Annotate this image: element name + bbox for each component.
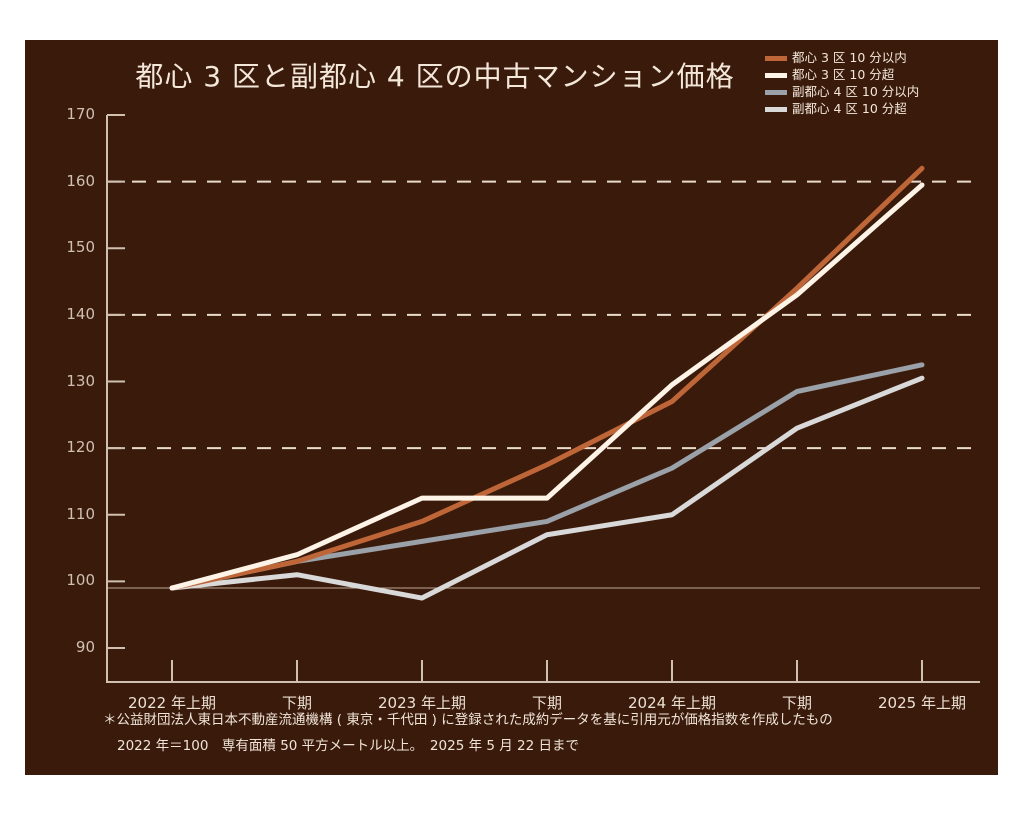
x-axis-tick-label: 下期 <box>781 694 812 712</box>
legend-item[interactable]: 副都心 4 区 10 分以内 <box>765 84 995 101</box>
y-axis-tick-label: 150 <box>66 238 95 257</box>
y-axis-tick-label: 170 <box>66 105 95 123</box>
plot-area <box>25 40 998 775</box>
legend-item-label: 都心 3 区 10 分超 <box>792 67 895 83</box>
chart-figure: 都心 3 区と副都心 4 区の中古マンション価格 都心 3 区 10 分以内 都… <box>25 40 998 775</box>
legend-item-label: 副都心 4 区 10 分超 <box>792 101 907 117</box>
legend-item-label: 副都心 4 区 10 分以内 <box>792 84 920 100</box>
y-axis-tick-label: 110 <box>66 504 95 523</box>
y-axis-tick-label: 120 <box>66 438 95 457</box>
legend-item-label: 都心 3 区 10 分以内 <box>792 50 907 66</box>
series-line <box>169 362 925 591</box>
legend-item[interactable]: 都心 3 区 10 分超 <box>765 67 995 84</box>
y-axis-tick-label: 140 <box>66 304 95 323</box>
series-line <box>169 182 925 591</box>
footnote-basis: 2022 年＝100 専有面積 50 平方メートル以上。 2025 年 5 月 … <box>117 737 580 754</box>
x-axis-tick-label: 2024 年上期 <box>628 694 716 712</box>
legend-swatch-icon <box>765 56 787 61</box>
legend-swatch-icon <box>765 90 787 95</box>
y-axis-tick-label: 130 <box>66 371 95 390</box>
x-axis-tick-label: 下期 <box>531 694 562 712</box>
y-axis-tick-label: 90 <box>75 638 95 656</box>
legend-item[interactable]: 副都心 4 区 10 分超 <box>765 101 995 118</box>
x-axis-tick-label: 2022 年上期 <box>128 694 216 712</box>
series-line <box>169 375 925 601</box>
chart-canvas <box>106 114 980 683</box>
chart-legend: 都心 3 区 10 分以内 都心 3 区 10 分超 副都心 4 区 10 分以… <box>765 50 995 118</box>
footnote-source: ＊公益財団法人東日本不動産流通機構 ( 東京・千代田 ) に登録された成約データ… <box>103 712 833 728</box>
legend-swatch-icon <box>765 73 787 78</box>
series-line <box>169 165 925 591</box>
x-axis-tick-label: 2025 年上期 <box>878 694 966 712</box>
chart-footnotes: ＊公益財団法人東日本不動産流通機構 ( 東京・千代田 ) に登録された成約データ… <box>103 708 833 759</box>
x-axis-tick-label: 下期 <box>281 694 312 712</box>
page-title: 都心 3 区と副都心 4 区の中古マンション価格 <box>135 60 735 93</box>
y-axis-tick-label: 100 <box>66 571 95 590</box>
legend-item[interactable]: 都心 3 区 10 分以内 <box>765 50 995 67</box>
y-axis-tick-label: 160 <box>66 171 95 190</box>
x-axis-tick-label: 2023 年上期 <box>378 694 466 712</box>
legend-swatch-icon <box>765 107 787 112</box>
